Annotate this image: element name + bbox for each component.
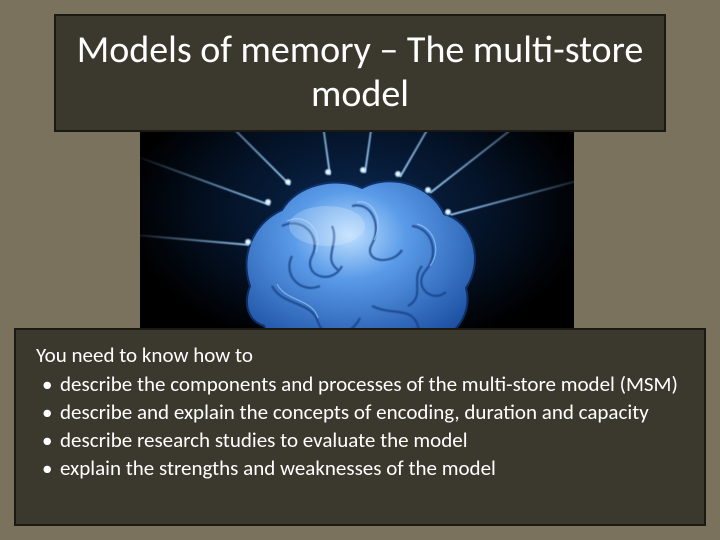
bullet-item: describe and explain the concepts of enc… [40,399,684,426]
title-box: Models of memory – The multi-store model [54,14,666,132]
slide-title: Models of memory – The multi-store model [76,29,644,116]
bullet-item: explain the strengths and weaknesses of … [40,455,684,482]
brain-illustration [222,166,492,346]
content-heading: You need to know how to [36,342,684,369]
bullet-list: describe the components and processes of… [36,371,684,482]
content-box: You need to know how to describe the com… [14,328,706,526]
bullet-item: describe the components and processes of… [40,371,684,398]
bullet-item: describe research studies to evaluate th… [40,427,684,454]
